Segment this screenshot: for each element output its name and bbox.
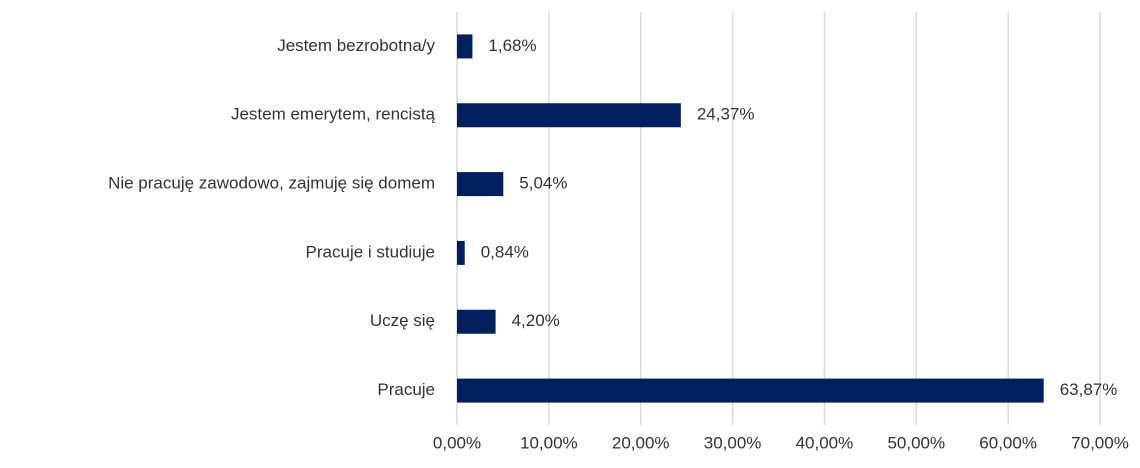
x-tick-label: 50,00%	[887, 433, 945, 452]
x-tick-label: 70,00%	[1071, 433, 1129, 452]
value-label: 4,20%	[512, 311, 560, 330]
value-label: 24,37%	[697, 105, 755, 124]
y-tick-label: Jestem emerytem, rencistą	[231, 105, 436, 124]
value-label: 1,68%	[488, 36, 536, 55]
x-tick-label: 10,00%	[520, 433, 578, 452]
y-tick-label: Jestem bezrobotna/y	[277, 36, 435, 55]
x-tick-label: 30,00%	[704, 433, 762, 452]
value-label: 5,04%	[519, 174, 567, 193]
value-label: 63,87%	[1060, 380, 1118, 399]
bar	[457, 378, 1044, 403]
bar	[457, 34, 473, 59]
y-tick-label: Nie pracuję zawodowo, zajmuję się domem	[108, 174, 435, 193]
value-label: 0,84%	[481, 242, 529, 261]
x-tick-label: 60,00%	[979, 433, 1037, 452]
x-tick-label: 40,00%	[796, 433, 854, 452]
y-tick-label: Uczę się	[370, 311, 435, 330]
y-tick-label: Pracuje i studiuje	[306, 242, 435, 261]
x-tick-label: 0,00%	[433, 433, 481, 452]
bar	[457, 172, 504, 197]
bar	[457, 309, 496, 334]
x-tick-label: 20,00%	[612, 433, 670, 452]
y-tick-label: Pracuje	[377, 380, 435, 399]
bar	[457, 240, 465, 265]
bar	[457, 103, 681, 128]
